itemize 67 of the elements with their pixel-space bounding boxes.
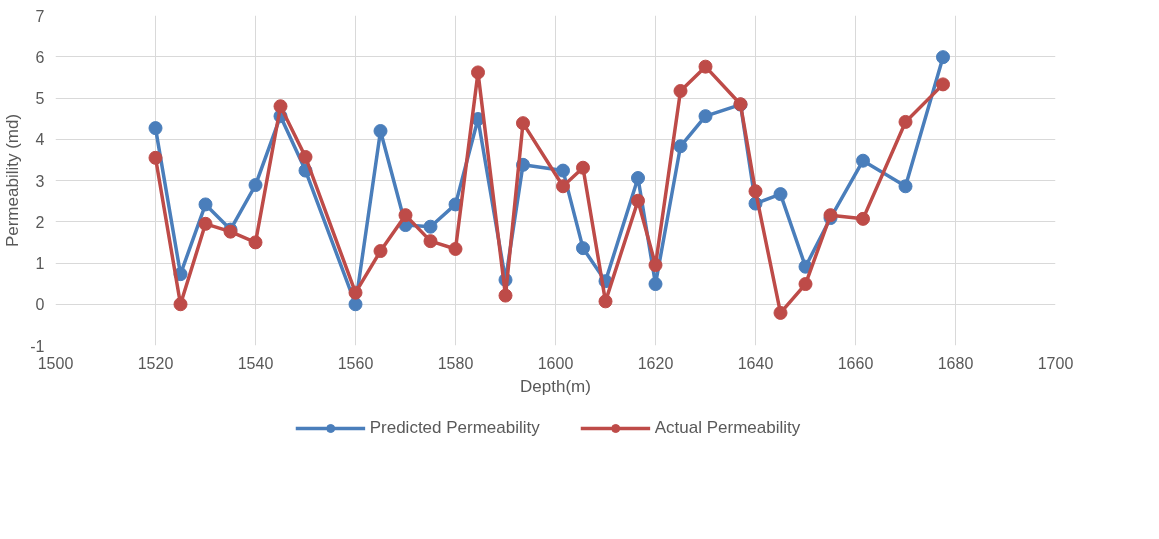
point (648, 258, 663, 273)
y-tick-label: 7 (35, 7, 45, 25)
y-tick-label: 0 (35, 296, 45, 314)
x-tick-label: 1620 (637, 354, 674, 372)
y-tick-label: 3 (35, 172, 45, 190)
point (598, 294, 613, 309)
point (516, 116, 530, 131)
x-tick-label: 1660 (837, 354, 874, 372)
point (856, 153, 870, 168)
y-tick-label: 5 (35, 90, 45, 107)
point (198, 216, 213, 231)
point (648, 277, 663, 292)
x-tick-label: 1580 (437, 354, 474, 372)
y-tick-label: 6 (35, 48, 45, 66)
x-tick-label: 1560 (337, 354, 374, 372)
point (898, 114, 913, 129)
point (148, 121, 163, 136)
point (248, 235, 263, 250)
point (673, 139, 688, 154)
point (773, 305, 788, 320)
y-tick-label: 2 (35, 213, 45, 231)
legend-label: Predicted Permeability (369, 418, 540, 438)
x-tick-label: 1520 (137, 354, 174, 372)
point (373, 124, 388, 138)
point (348, 297, 363, 312)
x-tick-label: 1700 (1037, 354, 1074, 372)
point (398, 208, 413, 223)
point (576, 160, 590, 175)
point (748, 184, 763, 199)
point (698, 109, 713, 124)
y-tick-label: 1 (35, 255, 45, 272)
point (798, 277, 813, 292)
point (498, 288, 513, 303)
point (631, 193, 645, 208)
point (448, 241, 463, 256)
point (298, 150, 313, 164)
point (856, 211, 870, 226)
point (348, 285, 363, 300)
point (576, 241, 590, 256)
x-tick-label: 1500 (37, 354, 74, 372)
y-axis-title: Permeability (md) (3, 113, 23, 248)
point (173, 297, 188, 312)
point (631, 171, 645, 186)
point (471, 65, 485, 80)
point (673, 84, 688, 98)
point (773, 187, 788, 202)
point (556, 179, 570, 194)
point (273, 99, 288, 114)
x-axis-title: Depth(m) (520, 376, 591, 396)
legend-label: Actual Permeability (654, 418, 801, 438)
y-tick-label: -1 (30, 337, 45, 355)
x-tick-label: 1640 (737, 354, 774, 372)
point (198, 197, 213, 212)
point (148, 150, 163, 165)
x-tick-label: 1600 (537, 354, 574, 372)
point (698, 59, 713, 74)
x-tick-label: 1540 (237, 354, 274, 372)
y-tick-label: 4 (35, 131, 45, 149)
point (423, 219, 438, 234)
point (936, 77, 950, 92)
point (556, 163, 570, 178)
x-tick-label: 1680 (937, 354, 974, 372)
point (248, 178, 263, 193)
point (423, 234, 438, 249)
point (898, 179, 913, 194)
point (936, 50, 950, 65)
point (373, 244, 388, 259)
